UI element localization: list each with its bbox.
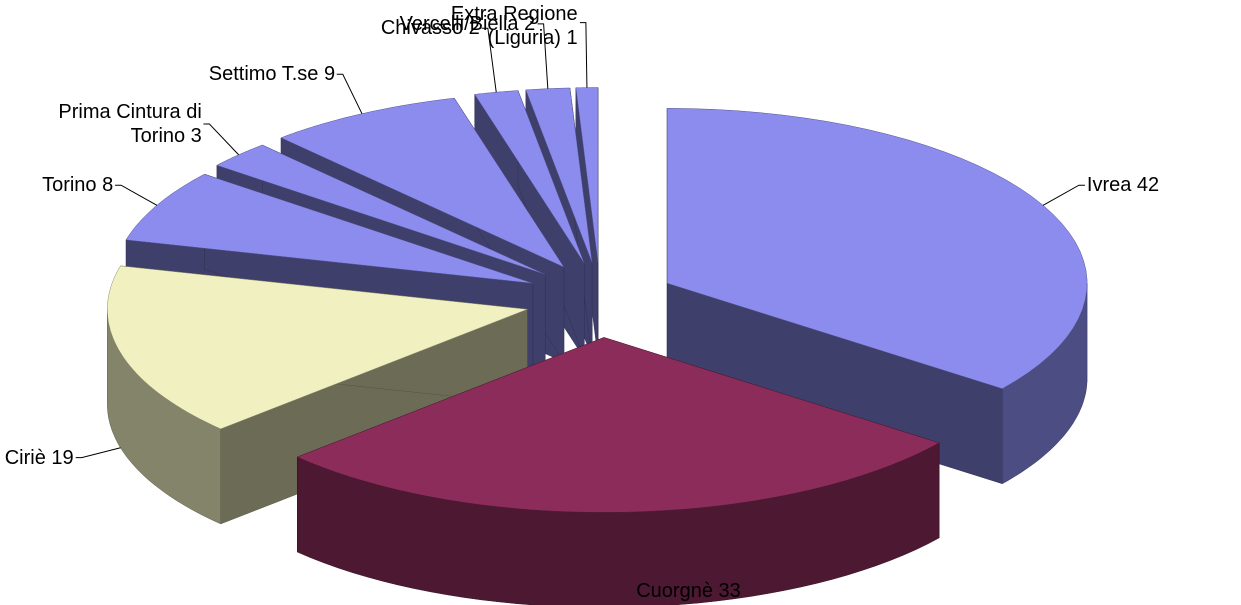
- data-label: Ivrea 42: [1086, 174, 1160, 197]
- leader-line: [115, 184, 158, 206]
- slice-top: [666, 108, 1088, 389]
- leader-line: [75, 447, 121, 459]
- leader-line: [481, 27, 497, 93]
- leader-line: [203, 123, 239, 156]
- slice-top: [296, 337, 940, 513]
- data-label: Settimo T.se 9: [208, 63, 336, 86]
- data-label: Extra Regione (Liguria) 1: [450, 3, 578, 49]
- slice-top: [575, 87, 599, 263]
- data-label: Prima Cintura di Torino 3: [58, 101, 202, 148]
- pie-slice: [666, 108, 1088, 485]
- leader-line: [537, 23, 549, 89]
- data-label: Torino 8: [42, 174, 114, 197]
- leader-line: [579, 22, 588, 88]
- data-label: Cuorgnè 33: [636, 580, 741, 602]
- data-label: Chivasso 2: [380, 17, 480, 40]
- slice-top: [280, 97, 565, 268]
- slice-top: [107, 265, 528, 430]
- leader-line: [1042, 184, 1085, 206]
- pie-slice: [296, 337, 940, 605]
- slice-top: [125, 173, 533, 284]
- slice-top: [525, 87, 593, 263]
- data-label: Ciriè 19: [4, 446, 74, 469]
- leader-line: [336, 73, 363, 114]
- data-label: Vercelli/Biella 2: [399, 12, 536, 35]
